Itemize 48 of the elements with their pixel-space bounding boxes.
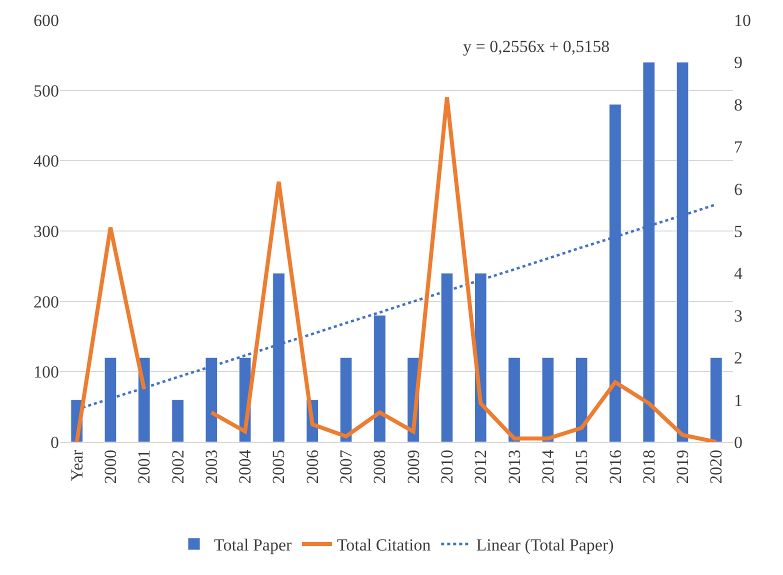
legend-label: Total Citation <box>336 536 432 555</box>
y-tick-label: 600 <box>34 10 59 30</box>
x-tick-label: 2015 <box>572 450 592 484</box>
y-tick-label: 200 <box>34 292 59 312</box>
x-tick-label: 2008 <box>370 450 390 484</box>
x-tick-label: 2013 <box>504 450 524 484</box>
y2-tick-label: 7 <box>734 138 743 157</box>
x-tick-label: 2003 <box>202 450 221 484</box>
legend-label: Linear (Total Paper) <box>476 536 614 555</box>
y2-tick-label: 8 <box>734 95 742 114</box>
bar <box>710 357 722 442</box>
x-tick-label: 2016 <box>606 450 625 484</box>
x-tick-label: 2014 <box>538 449 558 484</box>
x-tick-label: 2019 <box>673 450 692 484</box>
bar <box>542 357 554 442</box>
x-tick-label: 2002 <box>168 450 188 484</box>
x-tick-label: 2018 <box>639 450 658 484</box>
x-tick-label: Year <box>67 449 86 482</box>
y2-tick-label: 6 <box>734 180 742 199</box>
x-tick-label: 2000 <box>100 450 120 484</box>
bar <box>340 357 352 442</box>
y2-tick-label: 4 <box>734 264 743 284</box>
x-tick-label: 2001 <box>134 450 154 484</box>
y2-tick-label: 3 <box>734 306 742 326</box>
y2-tick-label: 1 <box>734 390 742 410</box>
x-tick-label: 2004 <box>236 449 255 484</box>
legend-label: Total Paper <box>214 536 292 555</box>
y-tick-label: 500 <box>34 81 59 100</box>
x-tick-label: 2006 <box>302 450 322 484</box>
y-tick-label: 300 <box>34 222 59 241</box>
annotation: y = 0,2556x + 0,5158 <box>463 37 610 56</box>
x-tick-label: 2009 <box>404 450 423 484</box>
y2-tick-label: 0 <box>734 432 742 452</box>
y2-tick-label: 2 <box>734 348 742 368</box>
bar <box>172 400 184 442</box>
x-tick-label: 2005 <box>269 450 288 484</box>
y2-tick-label: 9 <box>734 53 742 72</box>
y-tick-label: 100 <box>34 362 59 382</box>
y-tick-label: 400 <box>34 152 59 171</box>
bar <box>575 357 588 442</box>
x-tick-label: 2012 <box>471 450 490 484</box>
y2-tick-label: 5 <box>734 222 742 241</box>
x-tick-label: 2010 <box>438 450 457 484</box>
y2-tick-label: 10 <box>734 10 751 30</box>
bar <box>508 357 520 442</box>
x-tick-label: 2007 <box>336 449 356 484</box>
x-tick-label: 2020 <box>706 450 726 484</box>
y-tick-label: 0 <box>50 432 59 452</box>
